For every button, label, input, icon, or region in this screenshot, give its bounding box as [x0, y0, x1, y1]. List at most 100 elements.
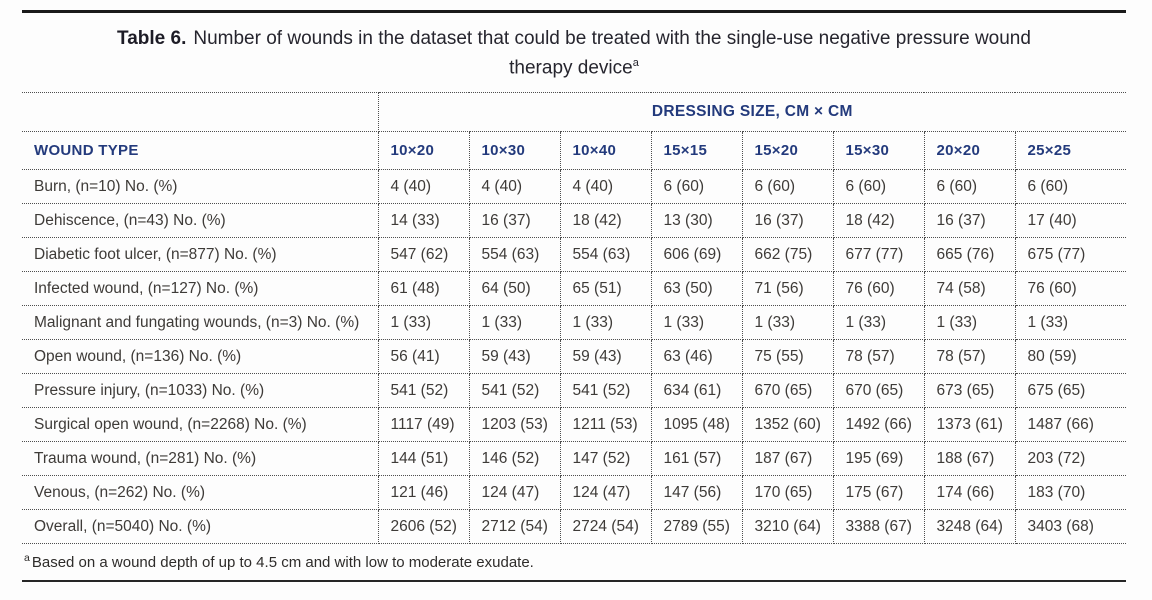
cell-value: 1 (33) [923, 305, 1016, 341]
row-label: Venous, (n=262) No. (%) [22, 475, 379, 511]
cell-value: 170 (65) [741, 475, 834, 511]
cell-value: 675 (65) [1014, 373, 1127, 409]
cell-value: 16 (37) [923, 203, 1016, 239]
cell-value: 541 (52) [559, 373, 652, 409]
table-row: Surgical open wound, (n=2268) No. (%) 111… [22, 407, 1127, 443]
column-header-size-15x20: 15×20 [741, 131, 834, 171]
table-row: Burn, (n=10) No. (%) 4 (40) 4 (40) 4 (40) 6 … [22, 169, 1127, 205]
cell-value: 1 (33) [1014, 305, 1127, 341]
column-header-size-15x15: 15×15 [650, 131, 743, 171]
title-text-line1: Number of wounds in the dataset that cou… [193, 28, 1031, 49]
cell-value: 3210 (64) [741, 509, 834, 545]
cell-value: 2724 (54) [559, 509, 652, 545]
column-header-wound-type: WOUND TYPE [22, 131, 379, 171]
cell-value: 13 (30) [650, 203, 743, 239]
table-row: Diabetic foot ulcer, (n=877) No. (%) 547 … [22, 237, 1127, 273]
cell-value: 174 (66) [923, 475, 1016, 511]
column-header-row: WOUND TYPE 10×20 10×30 10×40 15×15 15×20… [22, 131, 1127, 171]
table-row: Open wound, (n=136) No. (%) 56 (41) 59 (43… [22, 339, 1127, 375]
cell-value: 175 (67) [832, 475, 925, 511]
cell-value: 2606 (52) [377, 509, 470, 545]
row-label: Diabetic foot ulcer, (n=877) No. (%) [22, 237, 379, 273]
table-row: Pressure injury, (n=1033) No. (%) 541 (52… [22, 373, 1127, 409]
row-label: Surgical open wound, (n=2268) No. (%) [22, 407, 379, 443]
cell-value: 76 (60) [832, 271, 925, 307]
cell-value: 1352 (60) [741, 407, 834, 443]
cell-value: 1373 (61) [923, 407, 1016, 443]
cell-value: 203 (72) [1014, 441, 1127, 477]
table-title: Table 6. Number of wounds in the dataset … [22, 13, 1126, 92]
cell-value: 6 (60) [923, 169, 1016, 205]
cell-value: 6 (60) [741, 169, 834, 205]
row-label: Malignant and fungating wounds, (n=3) No… [22, 305, 379, 341]
column-header-size-25x25: 25×25 [1014, 131, 1127, 171]
cell-value: 1095 (48) [650, 407, 743, 443]
bottom-rule [22, 580, 1126, 583]
cell-value: 1211 (53) [559, 407, 652, 443]
cell-value: 1 (33) [650, 305, 743, 341]
cell-value: 1 (33) [741, 305, 834, 341]
cell-value: 144 (51) [377, 441, 470, 477]
cell-value: 1492 (66) [832, 407, 925, 443]
cell-value: 6 (60) [1014, 169, 1127, 205]
cell-value: 670 (65) [832, 373, 925, 409]
cell-value: 554 (63) [468, 237, 561, 273]
row-label: Pressure injury, (n=1033) No. (%) [22, 373, 379, 409]
cell-value: 16 (37) [468, 203, 561, 239]
cell-value: 59 (43) [468, 339, 561, 375]
cell-value: 76 (60) [1014, 271, 1127, 307]
cell-value: 75 (55) [741, 339, 834, 375]
table-row: Infected wound, (n=127) No. (%) 61 (48) 64… [22, 271, 1127, 307]
cell-value: 121 (46) [377, 475, 470, 511]
wounds-table: DRESSING SIZE, CM × CM WOUND TYPE 10×20 … [22, 92, 1127, 545]
table-number: Table 6. [117, 28, 187, 49]
cell-value: 63 (50) [650, 271, 743, 307]
cell-value: 634 (61) [650, 373, 743, 409]
column-header-size-10x40: 10×40 [559, 131, 652, 171]
column-header-size-10x20: 10×20 [377, 131, 470, 171]
cell-value: 63 (46) [650, 339, 743, 375]
cell-value: 1 (33) [832, 305, 925, 341]
group-header-row: DRESSING SIZE, CM × CM [22, 92, 1127, 133]
cell-value: 4 (40) [559, 169, 652, 205]
cell-value: 18 (42) [832, 203, 925, 239]
table-row: Malignant and fungating wounds, (n=3) No… [22, 305, 1127, 341]
cell-value: 675 (77) [1014, 237, 1127, 273]
cell-value: 64 (50) [468, 271, 561, 307]
table-row: Overall, (n=5040) No. (%) 2606 (52) 2712 (… [22, 509, 1127, 545]
column-header-size-15x30: 15×30 [832, 131, 925, 171]
cell-value: 3403 (68) [1014, 509, 1127, 545]
cell-value: 14 (33) [377, 203, 470, 239]
cell-value: 3248 (64) [923, 509, 1016, 545]
cell-value: 161 (57) [650, 441, 743, 477]
column-header-size-20x20: 20×20 [923, 131, 1016, 171]
title-text-line2: therapy device [509, 57, 633, 79]
row-label: Trauma wound, (n=281) No. (%) [22, 441, 379, 477]
cell-value: 124 (47) [468, 475, 561, 511]
cell-value: 59 (43) [559, 339, 652, 375]
cell-value: 188 (67) [923, 441, 1016, 477]
table-row: Trauma wound, (n=281) No. (%) 144 (51) 146… [22, 441, 1127, 477]
table-row: Dehiscence, (n=43) No. (%) 14 (33) 16 (37)… [22, 203, 1127, 239]
cell-value: 541 (52) [377, 373, 470, 409]
cell-value: 146 (52) [468, 441, 561, 477]
cell-value: 3388 (67) [832, 509, 925, 545]
cell-value: 124 (47) [559, 475, 652, 511]
cell-value: 4 (40) [468, 169, 561, 205]
cell-value: 554 (63) [559, 237, 652, 273]
cell-value: 187 (67) [741, 441, 834, 477]
cell-value: 195 (69) [832, 441, 925, 477]
cell-value: 56 (41) [377, 339, 470, 375]
cell-value: 2789 (55) [650, 509, 743, 545]
cell-value: 1203 (53) [468, 407, 561, 443]
cell-value: 662 (75) [741, 237, 834, 273]
cell-value: 17 (40) [1014, 203, 1127, 239]
cell-value: 673 (65) [923, 373, 1016, 409]
dressing-size-group-header: DRESSING SIZE, CM × CM [377, 92, 1127, 133]
cell-value: 4 (40) [377, 169, 470, 205]
cell-value: 665 (76) [923, 237, 1016, 273]
footnote: a Based on a wound depth of up to 4.5 cm … [22, 544, 1126, 571]
title-footnote-marker: a [632, 57, 639, 69]
cell-value: 16 (37) [741, 203, 834, 239]
cell-value: 147 (56) [650, 475, 743, 511]
